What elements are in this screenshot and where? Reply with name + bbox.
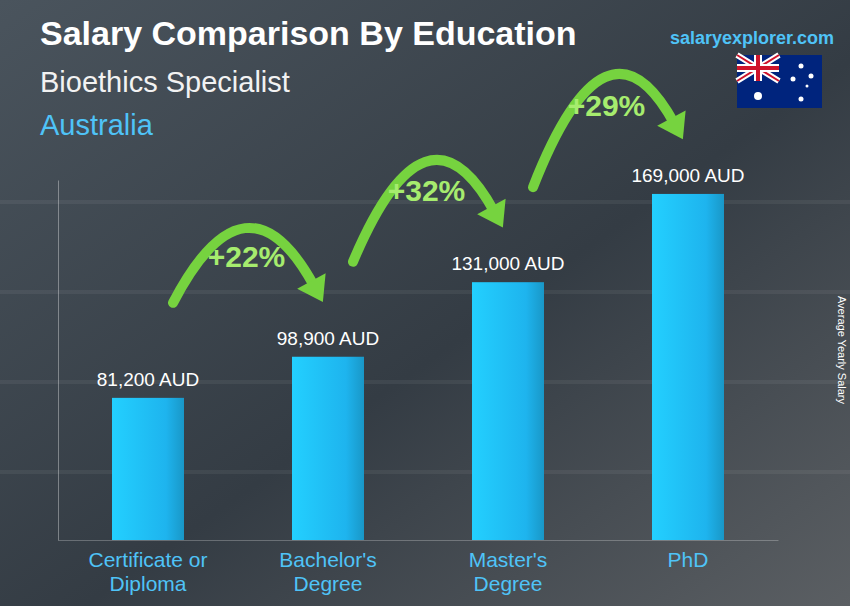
growth-arrow-head	[657, 110, 685, 139]
flag-star	[799, 97, 804, 102]
x-tick-label-line: Bachelor's	[279, 548, 376, 571]
subtitle: Bioethics Specialist	[40, 66, 290, 98]
growth-arrow	[173, 228, 314, 303]
chart-svg: Certificate orDiplomaBachelor'sDegreeMas…	[0, 0, 850, 606]
x-tick-label: Master'sDegree	[469, 548, 548, 595]
flag-saltire	[737, 55, 779, 81]
flag-cross	[737, 55, 779, 81]
flag-cross-red	[737, 55, 779, 81]
growth-arrow	[533, 74, 674, 187]
x-tick-label: Certificate orDiploma	[88, 548, 207, 595]
flag-star	[791, 77, 796, 82]
chart-container: Certificate orDiplomaBachelor'sDegreeMas…	[0, 0, 850, 606]
bar	[472, 282, 544, 540]
subtitle: Australia	[40, 109, 154, 141]
flag-star	[809, 74, 814, 79]
growth-arrow	[353, 160, 494, 262]
x-tick-label-line: Diploma	[109, 572, 186, 595]
source: salaryexplorer.com	[670, 28, 834, 48]
title: Salary Comparison By Education	[40, 14, 577, 52]
bar	[292, 357, 364, 540]
x-tick-label-line: Master's	[469, 548, 548, 571]
x-axis: Certificate orDiplomaBachelor'sDegreeMas…	[59, 541, 779, 595]
bar	[112, 398, 184, 540]
flag-saltire-red	[737, 55, 779, 81]
annotation: +29%	[568, 89, 646, 122]
x-tick-label-line: Degree	[294, 572, 363, 595]
bar	[652, 194, 724, 540]
data-label: 131,000 AUD	[451, 253, 564, 274]
annotation: +22%	[208, 240, 286, 273]
y-axis	[58, 181, 59, 541]
flag-star	[754, 92, 762, 100]
annotation: +32%	[388, 174, 466, 207]
growth-arrow-head	[297, 273, 325, 302]
x-tick-label-line: PhD	[668, 548, 709, 571]
data-label: 169,000 AUD	[631, 165, 744, 186]
x-tick: Master'sDegree	[469, 548, 548, 595]
bars	[112, 194, 724, 540]
growth-arrow-head	[477, 199, 505, 228]
flag-star	[799, 64, 804, 69]
data-label: 98,900 AUD	[277, 328, 379, 349]
data-labels: 81,200 AUD 98,900 AUD 131,000 AUD 169,000 A…	[97, 165, 745, 390]
flag-star	[806, 85, 809, 88]
y-axis-line	[58, 181, 59, 541]
x-axis-line	[59, 540, 779, 541]
x-tick: PhD	[668, 548, 709, 571]
x-tick: Bachelor'sDegree	[279, 548, 376, 595]
x-tick-label: PhD	[668, 548, 709, 571]
flag-union	[737, 55, 779, 81]
x-tick: Certificate orDiploma	[88, 548, 207, 595]
y-axis-title: Average Yearly Salary	[836, 296, 848, 405]
flag	[737, 55, 822, 108]
x-tick-label-line: Degree	[474, 572, 543, 595]
background	[0, 0, 850, 606]
flag-field	[737, 55, 822, 108]
data-label: 81,200 AUD	[97, 369, 199, 390]
x-tick-label: Bachelor'sDegree	[279, 548, 376, 595]
annotations: +22% +32% +29%	[173, 74, 686, 303]
x-tick-label-line: Certificate or	[88, 548, 207, 571]
